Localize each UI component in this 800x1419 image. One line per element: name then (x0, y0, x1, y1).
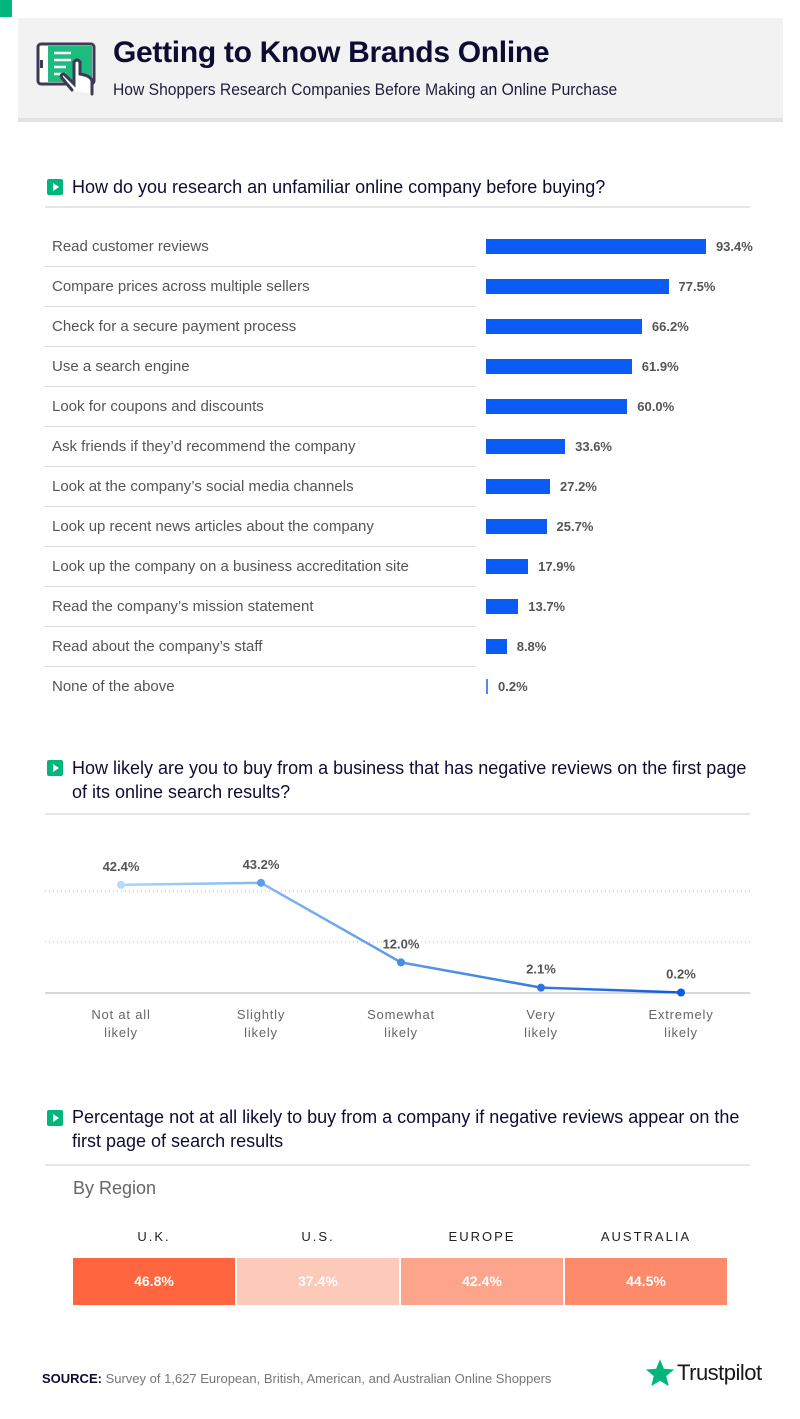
divider (45, 206, 750, 208)
divider (45, 813, 750, 815)
region-cell: 44.5% (565, 1258, 727, 1305)
bar-value-label: 66.2% (651, 319, 689, 334)
bar-value-label: 77.5% (678, 279, 716, 294)
bar (486, 519, 547, 534)
source-text: Survey of 1,627 European, British, Ameri… (101, 1371, 552, 1386)
bar-value-label: 60.0% (637, 399, 675, 414)
region-label: EUROPE (448, 1229, 516, 1244)
row-separator (45, 626, 475, 627)
region-cell: 46.8% (73, 1258, 235, 1305)
region-cell: 42.4% (401, 1258, 563, 1305)
bar-value-label: 0.2% (498, 679, 528, 694)
row-separator (45, 666, 475, 667)
bar-category-label: Look up the company on a business accred… (52, 558, 409, 575)
data-point (117, 880, 125, 889)
header-banner (18, 18, 783, 122)
section-title: How likely are you to buy from a busines… (72, 758, 747, 802)
bar (486, 679, 488, 694)
data-label: 43.2% (243, 857, 280, 872)
data-label: 42.4% (103, 859, 140, 874)
bar-value-label: 61.9% (641, 359, 679, 374)
bar (486, 399, 628, 414)
bar-value-label: 25.7% (556, 519, 594, 534)
bar-value-label: 8.8% (516, 639, 547, 654)
section-title: Percentage not at all likely to buy from… (72, 1107, 740, 1151)
bar (486, 279, 669, 294)
bar-category-label: None of the above (52, 678, 175, 695)
bar-category-label: Ask friends if they’d recommend the comp… (52, 438, 356, 455)
bar (486, 439, 566, 454)
row-separator (45, 546, 475, 547)
region-subtitle: By Region (73, 1178, 157, 1198)
data-point (537, 983, 545, 992)
region-label: U.S. (301, 1229, 335, 1244)
region-cell: 37.4% (237, 1258, 399, 1305)
bar-value-label: 17.9% (538, 559, 576, 574)
x-tick-label: Slightly (237, 1007, 285, 1022)
row-separator (45, 346, 475, 347)
x-tick-label: likely (384, 1025, 418, 1040)
bar (486, 479, 551, 494)
data-label: 2.1% (526, 962, 556, 977)
star-icon (645, 1359, 675, 1387)
bar (486, 359, 632, 374)
play-icon (47, 179, 63, 195)
bar-value-label: 27.2% (560, 479, 597, 494)
section-title: How do you research an unfamiliar online… (72, 177, 606, 197)
data-point (677, 988, 685, 997)
tablet-touch-icon (36, 42, 96, 96)
bar-category-label: Read about the company’s staff (52, 638, 263, 655)
bar-category-label: Look up recent news articles about the c… (52, 518, 374, 535)
line-chart: 42.4% Not at all likely 43.2% Slightly likely… (45, 857, 750, 1040)
x-tick-label: Extremely (649, 1007, 714, 1022)
x-tick-label: likely (524, 1025, 558, 1040)
bar (486, 239, 706, 254)
row-separator (45, 266, 475, 267)
divider (45, 1164, 750, 1166)
play-icon (47, 1110, 63, 1126)
corner-accent (0, 0, 12, 17)
x-tick-label: likely (104, 1025, 138, 1040)
bar (486, 639, 507, 654)
bar-category-label: Read customer reviews (52, 238, 209, 255)
row-separator (45, 386, 475, 387)
row-separator (45, 306, 475, 307)
bar-category-label: Read the company’s mission statement (52, 598, 314, 615)
data-label: 0.2% (666, 966, 696, 981)
row-separator (45, 586, 475, 587)
source-label: SOURCE: (42, 1371, 102, 1386)
bar-value-label: 33.6% (575, 439, 612, 454)
data-point (397, 958, 405, 967)
row-separator (45, 506, 475, 507)
bar (486, 319, 642, 334)
page-subtitle: How Shoppers Research Companies Before M… (113, 80, 618, 99)
x-tick-label: Very (526, 1007, 555, 1022)
data-point (257, 878, 265, 887)
x-tick-label: Somewhat (367, 1007, 435, 1022)
row-separator (45, 426, 475, 427)
logo-text: Trustpilot (677, 1360, 762, 1385)
play-icon (47, 760, 63, 776)
row-separator (45, 466, 475, 467)
bar (486, 599, 519, 614)
x-tick-label: likely (664, 1025, 698, 1040)
x-tick-label: Not at all (91, 1007, 150, 1022)
data-label: 12.0% (383, 936, 420, 951)
bar (486, 559, 529, 574)
bar-value-label: 13.7% (528, 599, 566, 614)
bar-category-label: Compare prices across multiple sellers (52, 278, 310, 295)
page-title: Getting to Know Brands Online (113, 36, 550, 69)
bar-category-label: Check for a secure payment process (52, 318, 297, 335)
bar-category-label: Use a search engine (52, 358, 190, 375)
bar-category-label: Look at the company’s social media chann… (52, 478, 354, 495)
trustpilot-logo: Trustpilot (645, 1358, 762, 1388)
region-label: U.K. (137, 1229, 171, 1244)
bar-value-label: 93.4% (715, 239, 753, 254)
region-label: AUSTRALIA (600, 1229, 692, 1244)
x-tick-label: likely (244, 1025, 278, 1040)
bar-category-label: Look for coupons and discounts (52, 398, 264, 415)
source-note: SOURCE: Survey of 1,627 European, Britis… (42, 1371, 551, 1386)
